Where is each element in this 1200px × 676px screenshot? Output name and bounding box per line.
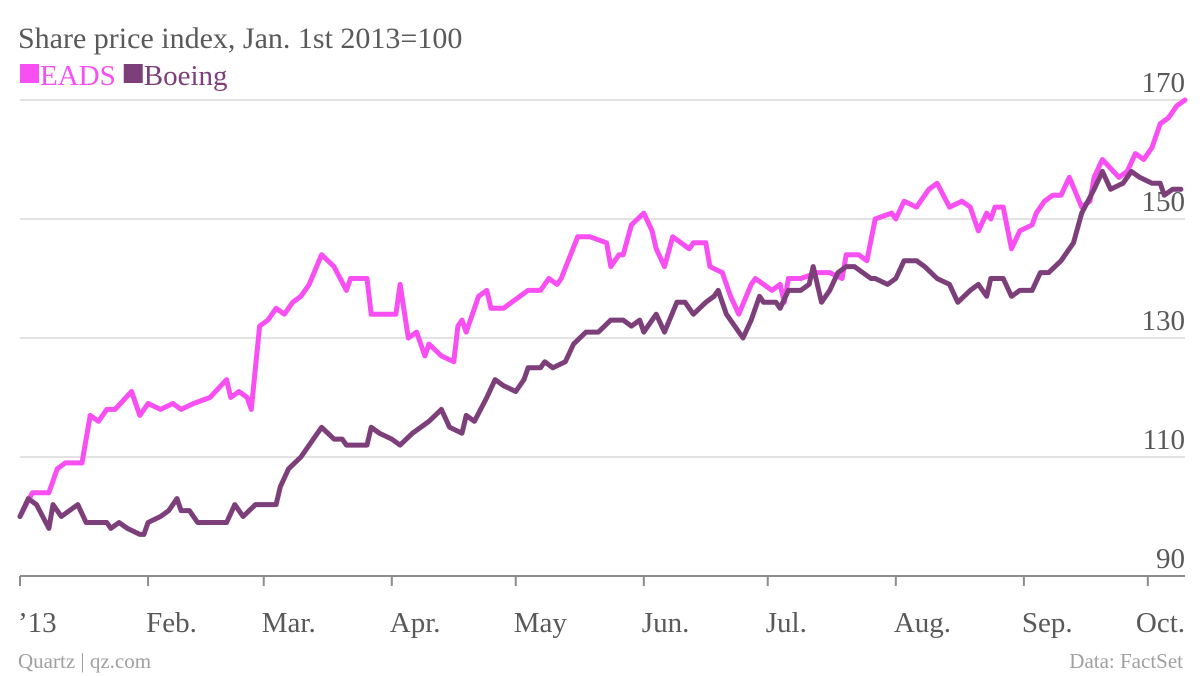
- x-tick-label: Oct.: [1136, 607, 1185, 639]
- credit: Quartz | qz.com: [18, 649, 151, 673]
- x-tick-label: Apr.: [390, 607, 441, 639]
- x-tick-label: Jun.: [642, 607, 690, 639]
- x-tick-label: Sep.: [1022, 607, 1073, 639]
- x-tick-label: May: [514, 607, 568, 639]
- x-tick-label: Feb.: [146, 607, 197, 639]
- y-tick-label: 130: [1142, 305, 1186, 337]
- legend-label: Boeing: [144, 60, 228, 92]
- source: Data: FactSet: [1069, 649, 1183, 673]
- y-tick-label: 110: [1143, 424, 1185, 456]
- chart-title: Share price index, Jan. 1st 2013=100: [18, 22, 462, 55]
- y-tick-label: 90: [1156, 543, 1185, 575]
- x-tick-label: ’13: [18, 607, 57, 639]
- y-tick-label: 170: [1142, 67, 1186, 99]
- legend-swatch: [123, 64, 143, 83]
- line-series: [17, 168, 1184, 537]
- x-tick-label: Mar.: [262, 607, 316, 639]
- legend-swatch: [20, 64, 39, 83]
- legend-label: EADS: [40, 60, 116, 92]
- x-tick-label: Aug.: [894, 607, 951, 639]
- line-series: [17, 97, 1188, 519]
- x-tick-label: Jul.: [766, 607, 807, 639]
